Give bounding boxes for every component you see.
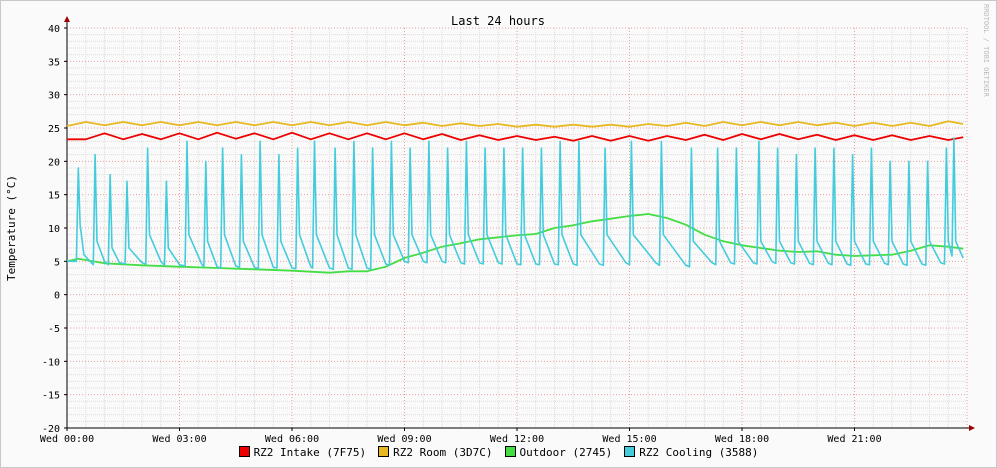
y-tick-label: 10: [48, 224, 60, 235]
series-line-2: [66, 120, 964, 128]
x-tick-label: Wed 06:00: [265, 434, 319, 445]
chart-title: Last 24 hours: [451, 14, 545, 28]
legend-item-3: Outdoor (2745): [504, 446, 613, 459]
series-line-1: [67, 131, 964, 142]
y-tick-label: 0: [54, 291, 60, 302]
legend-label: RZ2 Intake (7F75): [253, 446, 367, 459]
y-tick-label: 30: [48, 91, 60, 102]
legend-swatch: [378, 446, 390, 457]
y-tick-label: 5: [54, 257, 60, 268]
legend-item-4: RZ2 Cooling (3588): [624, 446, 758, 459]
y-tick-label: -5: [48, 324, 60, 335]
y-tick-label: 15: [48, 191, 60, 202]
x-tick-label: Wed 09:00: [377, 434, 431, 445]
legend-item-2: RZ2 Room (3D7C): [378, 446, 493, 459]
y-tick-label: 35: [48, 57, 60, 68]
axes: [64, 16, 975, 431]
y-tick-label: -15: [42, 391, 60, 402]
legend-label: RZ2 Cooling (3588): [639, 446, 759, 459]
y-axis-label: Temperature (°C): [5, 175, 18, 281]
x-tick-label: Wed 21:00: [827, 434, 881, 445]
x-ticks: Wed 00:00 Wed 03:00 Wed 06:00 Wed 09:00 Wed …: [40, 428, 882, 445]
x-tick-label: Wed 18:00: [715, 434, 769, 445]
legend-label: RZ2 Room (3D7C): [393, 446, 493, 459]
y-tick-label: 25: [48, 124, 60, 135]
legend-swatch: [238, 446, 250, 457]
series-line-3: [66, 213, 964, 274]
watermark: RRDTOOL / TOBI OETIKER: [982, 4, 990, 98]
x-tick-label: Wed 12:00: [490, 434, 544, 445]
x-tick-label: Wed 15:00: [602, 434, 656, 445]
legend: RZ2 Intake (7F75) RZ2 Room (3D7C) Outdoor …: [0, 446, 997, 459]
y-axis-arrow: [64, 16, 70, 22]
x-axis-arrow: [969, 425, 975, 431]
series-line-4: [67, 137, 964, 271]
y-ticks: 40 35 30 25 20 15 10 5 0 -5 -10 -15 -20: [42, 24, 67, 435]
legend-item-1: RZ2 Intake (7F75): [238, 446, 367, 459]
y-tick-label: -10: [42, 357, 60, 368]
y-tick-label: -20: [42, 424, 60, 435]
y-tick-label: 40: [48, 24, 60, 35]
legend-label: Outdoor (2745): [519, 446, 613, 459]
x-tick-label: Wed 03:00: [152, 434, 206, 445]
x-tick-label: Wed 00:00: [40, 434, 94, 445]
legend-swatch: [624, 446, 636, 457]
legend-swatch: [504, 446, 516, 457]
y-tick-label: 20: [48, 157, 60, 168]
series-lines: [66, 120, 964, 274]
